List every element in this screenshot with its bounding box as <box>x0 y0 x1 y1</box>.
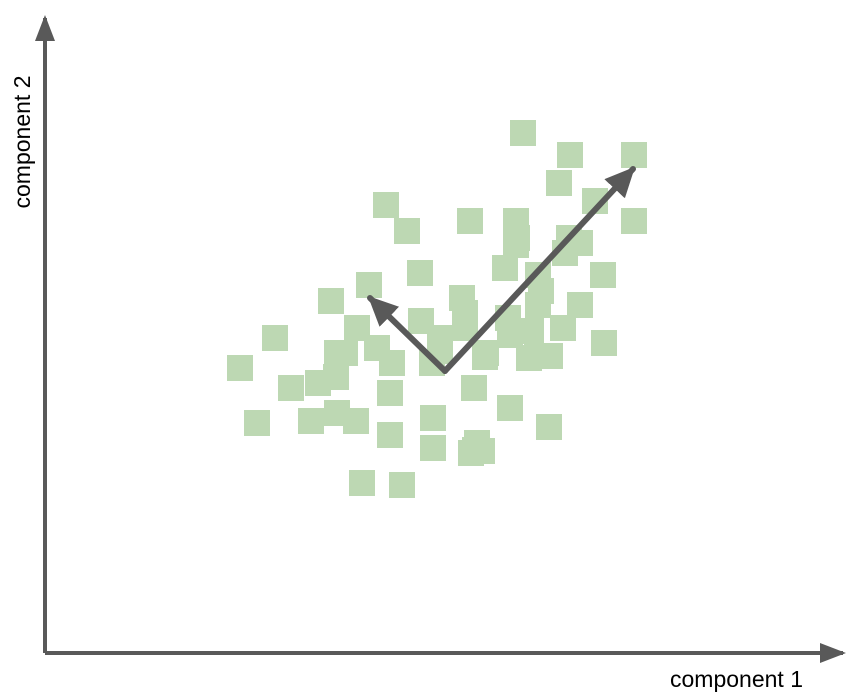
data-point <box>591 330 617 356</box>
data-point <box>621 208 647 234</box>
data-point <box>332 340 358 366</box>
data-point <box>550 315 576 341</box>
data-point <box>503 232 529 258</box>
x-axis-label: component 1 <box>670 666 803 692</box>
data-point <box>621 142 647 168</box>
data-point <box>298 408 324 434</box>
data-point <box>546 170 572 196</box>
data-point <box>343 408 369 434</box>
principal-vector-1 <box>442 166 636 374</box>
data-point <box>373 192 399 218</box>
data-point <box>461 375 487 401</box>
principal-vector-2 <box>367 295 448 374</box>
data-point <box>394 218 420 244</box>
data-points <box>227 120 647 498</box>
data-point <box>389 472 415 498</box>
data-point <box>497 322 523 348</box>
data-point <box>227 355 253 381</box>
data-point <box>377 380 403 406</box>
data-point <box>278 375 304 401</box>
data-point <box>244 410 270 436</box>
data-point <box>590 262 616 288</box>
data-point <box>457 208 483 234</box>
data-point <box>469 438 495 464</box>
data-point <box>567 292 593 318</box>
data-point <box>407 260 433 286</box>
data-point <box>510 120 536 146</box>
data-point <box>537 343 563 369</box>
data-point <box>262 325 288 351</box>
data-point <box>497 395 523 421</box>
data-point <box>349 470 375 496</box>
data-point <box>420 435 446 461</box>
data-point <box>472 344 498 370</box>
data-point <box>492 255 518 281</box>
data-point <box>420 405 446 431</box>
data-point <box>536 414 562 440</box>
y-axis-label: component 2 <box>9 76 35 209</box>
data-point <box>356 272 382 298</box>
data-point <box>377 422 403 448</box>
data-point <box>379 350 405 376</box>
data-point <box>318 288 344 314</box>
component-vectors <box>367 166 636 374</box>
data-point <box>323 364 349 390</box>
data-point <box>557 142 583 168</box>
data-point <box>525 292 551 318</box>
